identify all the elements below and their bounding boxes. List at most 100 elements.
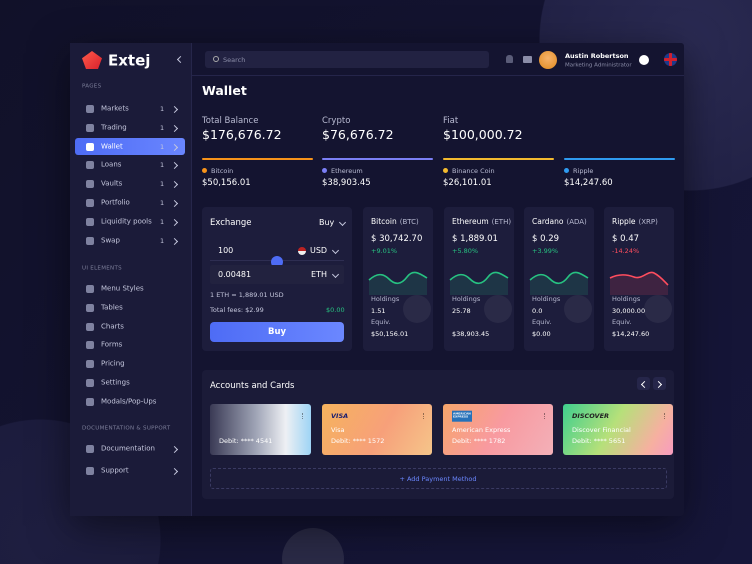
coin-card[interactable]: Ripple (XRP) $ 0.47 -14.24% Holdings 30,000.0… bbox=[604, 207, 674, 351]
nav-item[interactable]: Wallet 1 bbox=[75, 138, 185, 156]
fees-label: Total fees: $2.99 bbox=[210, 305, 264, 314]
chevron-icon bbox=[170, 237, 179, 245]
chat-icon[interactable] bbox=[639, 55, 649, 65]
nav-item[interactable]: Tables bbox=[75, 299, 185, 316]
coin-card[interactable]: Ethereum (ETH) $ 1,889.01 +5.80% Holdings 25.… bbox=[444, 207, 514, 351]
mail-icon[interactable] bbox=[523, 56, 532, 63]
nav-item[interactable]: Charts bbox=[75, 318, 185, 335]
coin-name: Bitcoin (BTC) bbox=[371, 218, 419, 226]
balance-label: Total Balance bbox=[202, 115, 259, 126]
asset-dot bbox=[443, 168, 448, 173]
deco-circle bbox=[282, 528, 344, 564]
prev-button[interactable] bbox=[637, 377, 650, 390]
card-menu bbox=[664, 413, 667, 419]
to-input[interactable]: 0.00481 ETH bbox=[210, 265, 344, 284]
asset-dot bbox=[322, 168, 327, 173]
card-menu bbox=[302, 413, 305, 419]
asset-bar bbox=[322, 158, 433, 160]
card-number: Debit: **** 1572 bbox=[331, 436, 385, 445]
buy-button[interactable]: Buy bbox=[210, 322, 344, 342]
nav-icon bbox=[86, 285, 94, 293]
nav-icon bbox=[86, 467, 94, 475]
chevron-icon bbox=[170, 181, 179, 189]
coin-card[interactable]: Bitcoin (BTC) $ 30,742.70 +9.01% Holdings 1.5… bbox=[363, 207, 433, 351]
fees-value: $0.00 bbox=[326, 305, 345, 314]
coin-card[interactable]: Cardano (ADA) $ 0.29 +3.99% Holdings 0.0 Equiv… bbox=[524, 207, 594, 351]
holdings-value: 0.0 bbox=[532, 306, 543, 315]
equiv-label: Equiv. bbox=[371, 317, 391, 326]
coin-price: $ 0.29 bbox=[532, 233, 560, 244]
search-box[interactable]: Search bbox=[205, 51, 489, 68]
nav-count: 1 bbox=[160, 161, 165, 170]
nav-item[interactable]: Forms bbox=[75, 337, 185, 354]
language-flag[interactable] bbox=[664, 53, 677, 66]
exchange-mode[interactable]: Buy bbox=[319, 218, 335, 227]
asset-dot bbox=[564, 168, 569, 173]
payment-card[interactable]: DISCOVER Discover Financial Debit: **** 56… bbox=[563, 404, 673, 455]
nav-label: Menu Styles bbox=[101, 284, 144, 293]
nav-icon bbox=[86, 180, 94, 189]
nav-item[interactable]: Settings bbox=[75, 375, 185, 392]
coin-price: $ 0.47 bbox=[612, 233, 640, 244]
asset-value: $50,156.01 bbox=[202, 177, 251, 188]
balance-label: Fiat bbox=[443, 115, 459, 126]
nav-item[interactable]: Documentation bbox=[75, 441, 185, 458]
chevron-icon bbox=[654, 380, 663, 388]
holdings-value: 30,000.00 bbox=[612, 306, 646, 315]
nav-item[interactable]: Menu Styles bbox=[75, 281, 185, 298]
card-name: Discover Financial bbox=[572, 425, 631, 434]
nav-label: Loans bbox=[101, 160, 122, 169]
coin-name: Ethereum (ETH) bbox=[452, 218, 511, 226]
search-placeholder: Search bbox=[223, 55, 246, 64]
nav-item[interactable]: Portfolio 1 bbox=[75, 195, 185, 212]
chevron-icon bbox=[170, 124, 179, 132]
nav-icon bbox=[86, 360, 94, 369]
payment-card[interactable]: Debit: **** 4541 bbox=[210, 404, 311, 455]
chevron-icon bbox=[331, 246, 340, 255]
card-name: American Express bbox=[452, 425, 511, 434]
chevron-icon bbox=[338, 218, 347, 227]
sparkline-area bbox=[610, 272, 668, 295]
asset-name: Ethereum bbox=[331, 166, 363, 175]
add-payment-button[interactable]: + Add Payment Method bbox=[210, 468, 667, 489]
sparkline-line bbox=[529, 271, 589, 285]
equiv-value: $0.00 bbox=[532, 329, 551, 338]
page-title: Wallet bbox=[202, 82, 247, 98]
holdings-label: Holdings bbox=[532, 294, 561, 303]
asset-name: Ripple bbox=[573, 166, 594, 175]
asset-value: $14,247.60 bbox=[564, 177, 613, 188]
nav-item[interactable]: Markets 1 bbox=[75, 101, 185, 118]
avatar[interactable] bbox=[539, 51, 557, 69]
nav-label: Modals/Pop-Ups bbox=[101, 397, 157, 406]
nav-icon bbox=[86, 161, 94, 170]
payment-card[interactable]: AMERICAN EXPRESS American Express Debit: *… bbox=[443, 404, 553, 455]
section-title: DOCUMENTATION & SUPPORT bbox=[82, 425, 171, 432]
card-menu bbox=[544, 413, 547, 419]
nav-item[interactable]: Vaults 1 bbox=[75, 176, 185, 193]
nav-label: Documentation bbox=[101, 444, 155, 453]
nav-item[interactable]: Support bbox=[75, 463, 185, 480]
payment-card[interactable]: VISA Visa Debit: **** 1572 bbox=[322, 404, 432, 455]
nav-count: 1 bbox=[160, 236, 165, 245]
coin-watermark bbox=[484, 295, 512, 323]
nav-item[interactable]: Loans 1 bbox=[75, 157, 185, 174]
nav-item[interactable]: Pricing bbox=[75, 356, 185, 373]
sparkline bbox=[609, 271, 669, 295]
nav-item[interactable]: Swap 1 bbox=[75, 232, 185, 249]
coin-change: +5.80% bbox=[452, 246, 479, 255]
nav-label: Pricing bbox=[101, 359, 125, 368]
asset-value: $38,903.45 bbox=[322, 177, 371, 188]
chevron-icon bbox=[170, 143, 179, 151]
next-button[interactable] bbox=[653, 377, 666, 390]
chevron-icon bbox=[170, 445, 179, 454]
coin-change: +3.99% bbox=[532, 246, 559, 255]
nav-item[interactable]: Trading 1 bbox=[75, 119, 185, 136]
balance-value: $100,000.72 bbox=[443, 126, 523, 142]
coin-watermark bbox=[644, 295, 672, 323]
nav-item[interactable]: Modals/Pop-Ups bbox=[75, 393, 185, 410]
bell-icon[interactable] bbox=[506, 55, 513, 63]
accounts-title: Accounts and Cards bbox=[210, 380, 295, 391]
nav-label: Forms bbox=[101, 340, 123, 349]
nav-item[interactable]: Liquidity pools 1 bbox=[75, 213, 185, 230]
holdings-value: 1.51 bbox=[371, 306, 386, 315]
